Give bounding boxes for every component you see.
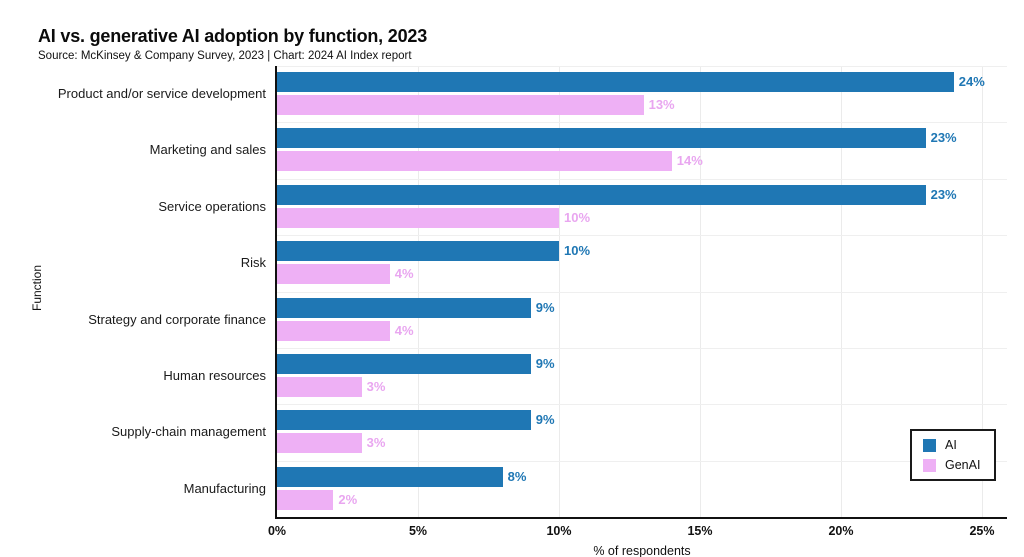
horizontal-gridline bbox=[277, 66, 1007, 67]
category-label: Risk bbox=[240, 255, 266, 271]
chart-title: AI vs. generative AI adoption by functio… bbox=[38, 26, 428, 46]
value-label-genai: 2% bbox=[338, 491, 358, 507]
value-label-genai: 3% bbox=[366, 435, 386, 451]
vertical-gridline bbox=[982, 66, 983, 517]
value-label-ai: 8% bbox=[507, 468, 527, 484]
vertical-gridline bbox=[700, 66, 701, 517]
legend-label-ai: AI bbox=[945, 438, 957, 452]
genai-swatch-icon bbox=[923, 458, 936, 472]
value-label-ai: 23% bbox=[930, 186, 957, 202]
legend-label-genai: GenAI bbox=[945, 458, 981, 472]
category-label: Manufacturing bbox=[183, 480, 266, 496]
category-label: Human resources bbox=[163, 367, 266, 383]
vertical-gridline bbox=[418, 66, 419, 517]
value-label-genai: 14% bbox=[676, 153, 703, 169]
category-label: Marketing and sales bbox=[149, 142, 266, 158]
legend: AI GenAI bbox=[910, 429, 997, 481]
value-label-ai: 9% bbox=[535, 299, 555, 315]
category-label: Service operations bbox=[158, 198, 266, 214]
bar-ai bbox=[277, 466, 503, 487]
x-axis-line bbox=[275, 517, 1007, 519]
bar-ai bbox=[277, 353, 531, 374]
bar-genai bbox=[277, 264, 390, 285]
plot-area: 24% 13% 23% 14% 23% 10% 10% 4% 9% 4% 9% 3% 9% 3% 8% 2% … bbox=[268, 66, 1007, 557]
bar-genai bbox=[277, 489, 334, 510]
bar-ai bbox=[277, 297, 531, 318]
horizontal-gridline bbox=[277, 122, 1007, 123]
value-label-genai: 13% bbox=[648, 97, 675, 112]
bar-ai bbox=[277, 184, 926, 205]
y-axis-line bbox=[275, 66, 277, 519]
value-label-genai: 3% bbox=[366, 378, 386, 394]
vertical-gridline bbox=[841, 66, 842, 517]
value-label-genai: 10% bbox=[564, 209, 591, 225]
bar-ai bbox=[277, 410, 531, 431]
category-label: Strategy and corporate finance bbox=[88, 311, 266, 327]
horizontal-gridline bbox=[277, 235, 1007, 236]
category-labels: Product and/or service development Market… bbox=[0, 66, 266, 517]
category-label: Supply-chain management bbox=[111, 424, 266, 440]
horizontal-gridline bbox=[277, 179, 1007, 180]
chart-subtitle: Source: McKinsey & Company Survey, 2023 … bbox=[38, 50, 412, 62]
value-label-ai: 24% bbox=[958, 74, 985, 89]
value-label-genai: 4% bbox=[394, 266, 414, 282]
bar-ai bbox=[277, 128, 926, 149]
x-tick-label: 20% bbox=[828, 524, 854, 538]
horizontal-gridline bbox=[277, 404, 1007, 405]
bar-genai bbox=[277, 207, 559, 228]
value-label-ai: 10% bbox=[564, 243, 591, 259]
value-label-ai: 9% bbox=[535, 355, 555, 371]
value-label-ai: 9% bbox=[535, 412, 555, 428]
vertical-gridline bbox=[559, 66, 560, 517]
x-tick-label: 25% bbox=[969, 524, 995, 538]
bar-ai bbox=[277, 241, 559, 262]
value-label-genai: 4% bbox=[394, 322, 414, 338]
horizontal-gridline bbox=[277, 461, 1007, 462]
ai-swatch-icon bbox=[923, 438, 936, 452]
bar-genai bbox=[277, 95, 644, 115]
bar-genai bbox=[277, 320, 390, 341]
bar-genai bbox=[277, 376, 362, 397]
x-tick-label: 15% bbox=[687, 524, 713, 538]
bar-genai bbox=[277, 151, 672, 172]
x-tick-label: 0% bbox=[267, 524, 287, 538]
bar-ai bbox=[277, 72, 954, 92]
x-axis-title: % of respondents bbox=[593, 544, 691, 557]
bar-genai bbox=[277, 433, 362, 454]
horizontal-gridline bbox=[277, 348, 1007, 349]
value-label-ai: 23% bbox=[930, 130, 957, 146]
legend-item-ai: AI bbox=[923, 438, 980, 452]
legend-item-genai: GenAI bbox=[923, 458, 980, 472]
x-tick-label: 10% bbox=[546, 524, 572, 538]
x-tick-label: 5% bbox=[408, 524, 428, 538]
category-label: Product and/or service development bbox=[57, 86, 266, 101]
horizontal-gridline bbox=[277, 292, 1007, 293]
